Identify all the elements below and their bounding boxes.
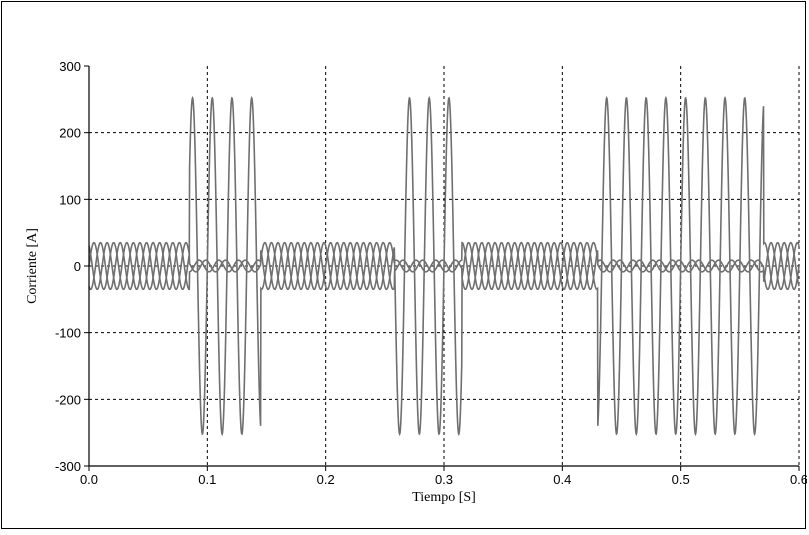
y-tick-label: -200: [55, 392, 81, 407]
y-tick-label: -300: [55, 459, 81, 474]
y-axis-title: Corriente [A]: [25, 228, 40, 304]
x-tick-label: 0.3: [435, 472, 453, 487]
axes: [84, 65, 800, 471]
y-tick-label: 300: [59, 59, 81, 74]
y-tick-label: 200: [59, 126, 81, 141]
x-tick-label: 0.6: [790, 472, 807, 487]
y-tick-label: 100: [59, 192, 81, 207]
x-tick-label: 0.4: [553, 472, 571, 487]
phase-current-line: [88, 241, 800, 291]
x-axis-title: Tiempo [S]: [412, 490, 476, 505]
x-tick-label: 0.1: [198, 472, 216, 487]
x-tick-label: 0.0: [80, 472, 98, 487]
x-tick-label: 0.5: [672, 472, 690, 487]
x-tick-label: 0.2: [317, 472, 335, 487]
phase-current-line: [88, 241, 800, 291]
y-tick-label: -100: [55, 326, 81, 341]
tick-labels: 0.0 0.1 0.2 0.3 0.4 0.5 0.6 300 200 100 0 -100 -200 -…: [55, 59, 808, 487]
series-lines: [88, 95, 800, 437]
y-tick-label: 0: [74, 259, 81, 274]
phase-current-line: [88, 95, 800, 437]
